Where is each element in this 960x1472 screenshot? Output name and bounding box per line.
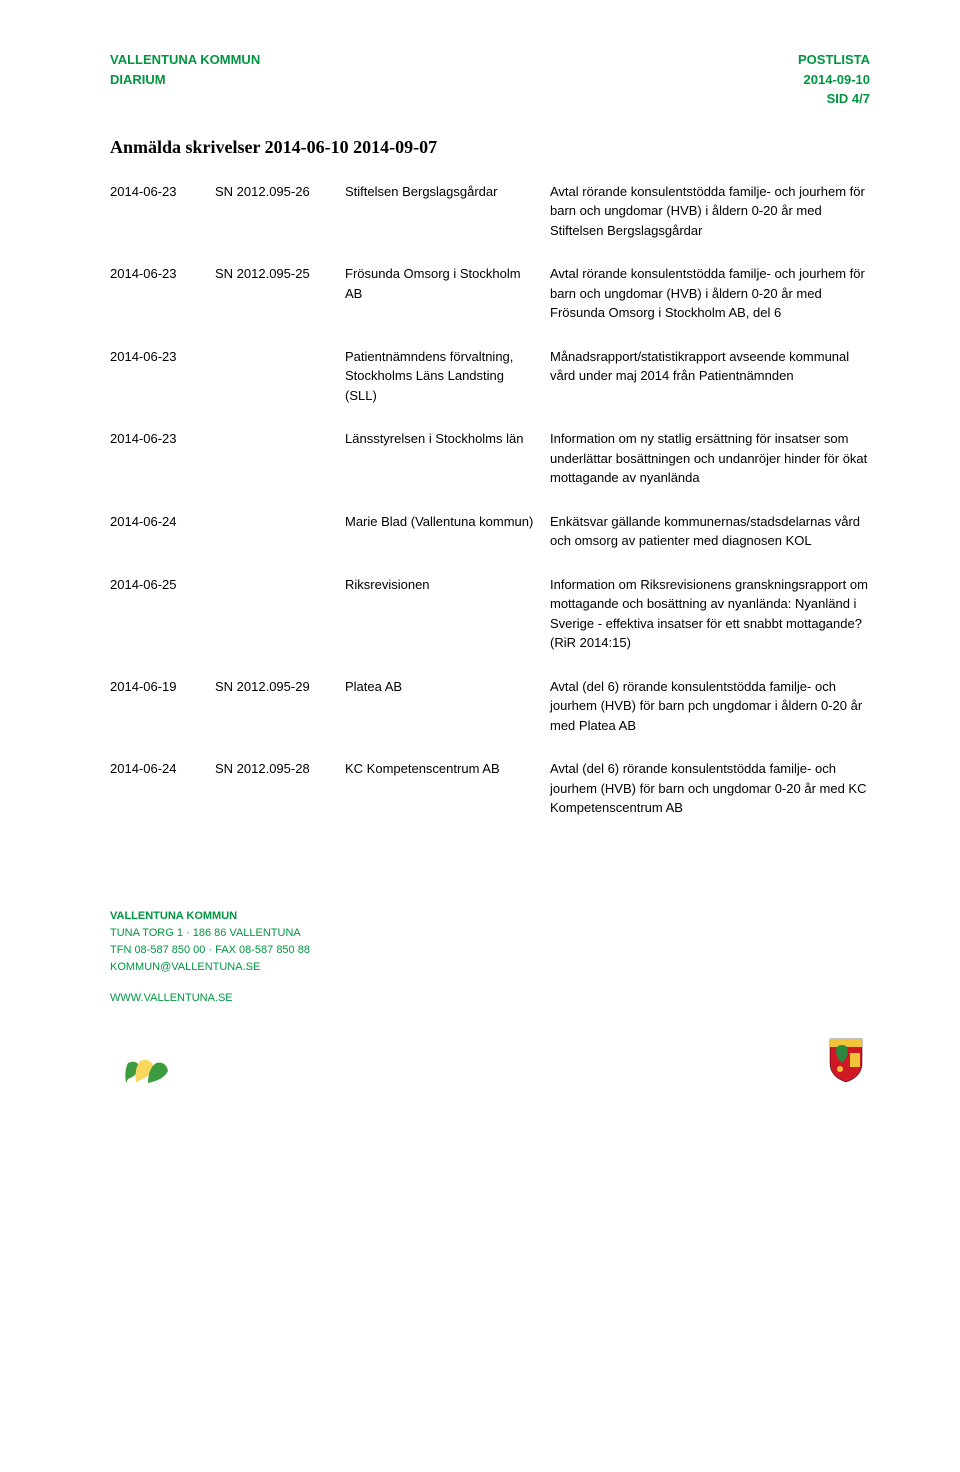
entry-date: 2014-06-24 [110,512,215,532]
entry-reference: SN 2012.095-29 [215,677,345,697]
header-left: VALLENTUNA KOMMUN DIARIUM [110,50,260,109]
entry-reference: SN 2012.095-25 [215,264,345,284]
entry-organization: Stiftelsen Bergslagsgårdar [345,182,550,202]
entry-row: 2014-06-24 Marie Blad (Vallentuna kommun)… [110,512,870,551]
entry-row: 2014-06-24SN 2012.095-28KC Kompetenscent… [110,759,870,818]
entry-organization: Platea AB [345,677,550,697]
entry-date: 2014-06-24 [110,759,215,779]
entry-reference: SN 2012.095-26 [215,182,345,202]
entry-row: 2014-06-23 Länsstyrelsen i Stockholms län… [110,429,870,488]
document-page: VALLENTUNA KOMMUN DIARIUM POSTLISTA 2014… [0,0,960,1113]
entry-row: 2014-06-25 RiksrevisionenInformation om R… [110,575,870,653]
entry-organization: Frösunda Omsorg i Stockholm AB [345,264,550,303]
entry-row: 2014-06-23SN 2012.095-26Stiftelsen Bergs… [110,182,870,241]
footer-email: KOMMUN@VALLENTUNA.SE [110,959,870,976]
header-diarium: DIARIUM [110,70,260,90]
entry-description: Avtal (del 6) rörande konsulentstödda fa… [550,677,870,736]
crest-icon [826,1037,866,1083]
header-page-number: SID 4/7 [798,89,870,109]
entry-description: Information om ny statlig ersättning för… [550,429,870,488]
entry-description: Avtal rörande konsulentstödda familje- o… [550,182,870,241]
entry-row: 2014-06-23 Patientnämndens förvaltning, S… [110,347,870,406]
entries-list: 2014-06-23SN 2012.095-26Stiftelsen Bergs… [110,182,870,818]
page-title: Anmälda skrivelser 2014-06-10 2014-09-07 [110,137,870,158]
entry-date: 2014-06-23 [110,429,215,449]
entry-date: 2014-06-19 [110,677,215,697]
entry-date: 2014-06-23 [110,264,215,284]
entry-organization: Marie Blad (Vallentuna kommun) [345,512,550,532]
entry-row: 2014-06-19SN 2012.095-29Platea ABAvtal (… [110,677,870,736]
footer-address: TUNA TORG 1 · 186 86 VALLENTUNA [110,925,870,942]
entry-description: Avtal (del 6) rörande konsulentstödda fa… [550,759,870,818]
entry-description: Månadsrapport/statistikrapport avseende … [550,347,870,386]
header-date: 2014-09-10 [798,70,870,90]
entry-organization: KC Kompetenscentrum AB [345,759,550,779]
leaf-plant-icon [114,1049,174,1083]
entry-description: Avtal rörande konsulentstödda familje- o… [550,264,870,323]
header-org-name: VALLENTUNA KOMMUN [110,50,260,70]
footer: VALLENTUNA KOMMUN TUNA TORG 1 · 186 86 V… [110,908,870,1007]
page-header: VALLENTUNA KOMMUN DIARIUM POSTLISTA 2014… [110,50,870,109]
entry-date: 2014-06-23 [110,182,215,202]
header-right: POSTLISTA 2014-09-10 SID 4/7 [798,50,870,109]
footer-www: WWW.VALLENTUNA.SE [110,990,870,1007]
entry-description: Enkätsvar gällande kommunernas/stadsdela… [550,512,870,551]
entry-date: 2014-06-25 [110,575,215,595]
footer-phone: TFN 08-587 850 00 · FAX 08-587 850 88 [110,942,870,959]
entry-organization: Riksrevisionen [345,575,550,595]
entry-reference: SN 2012.095-28 [215,759,345,779]
bottom-icon-row [110,1037,870,1083]
entry-organization: Länsstyrelsen i Stockholms län [345,429,550,449]
entry-organization: Patientnämndens förvaltning, Stockholms … [345,347,550,406]
footer-org-name: VALLENTUNA KOMMUN [110,908,870,925]
entry-date: 2014-06-23 [110,347,215,367]
header-doc-type: POSTLISTA [798,50,870,70]
entry-row: 2014-06-23SN 2012.095-25Frösunda Omsorg … [110,264,870,323]
entry-description: Information om Riksrevisionens gransknin… [550,575,870,653]
